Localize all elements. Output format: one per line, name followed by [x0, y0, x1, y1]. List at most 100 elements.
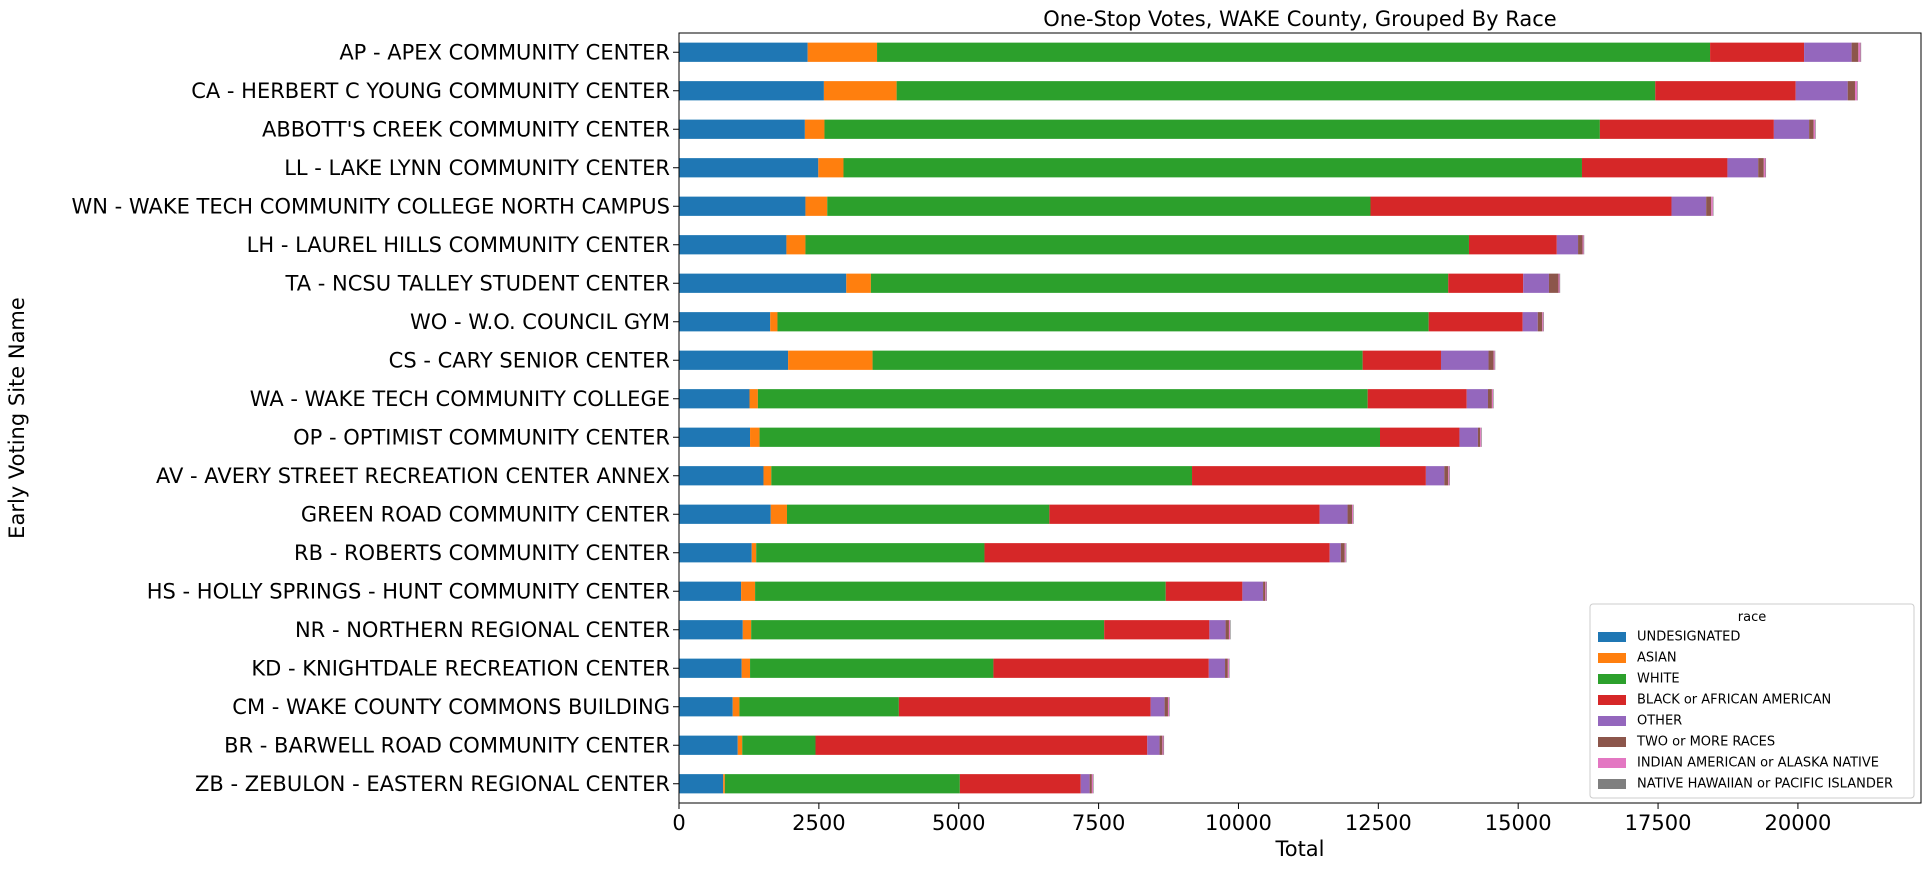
bar-segment-indian-american-or-alaska-native-14: [1265, 581, 1267, 601]
bar-segment-white-1: [896, 81, 1656, 101]
category-label-15: NR - NORTHERN REGIONAL CENTER: [295, 618, 670, 642]
bar-segment-white-10: [759, 427, 1381, 447]
bar-segment-two-or-more-races-3: [1758, 158, 1764, 178]
legend-label-undesignated: UNDESIGNATED: [1637, 630, 1740, 645]
bar-segment-two-or-more-races-1: [1847, 81, 1855, 101]
bar-segment-undesignated-7: [679, 312, 771, 332]
legend-label-asian: ASIAN: [1637, 651, 1677, 666]
category-label-18: BR - BARWELL ROAD COMMUNITY CENTER: [224, 733, 670, 757]
bar-segment-other-2: [1773, 119, 1810, 139]
x-tick-label-2: 5000: [932, 811, 985, 835]
category-label-17: CM - WAKE COUNTY COMMONS BUILDING: [232, 695, 670, 719]
bar-segment-asian-1: [823, 81, 897, 101]
bar-segment-undesignated-6: [679, 273, 847, 293]
bar-segment-two-or-more-races-10: [1477, 427, 1481, 447]
bar-segment-native-hawaiian-or-pacific-islander-19: [1093, 774, 1094, 794]
bar-segment-undesignated-11: [679, 466, 764, 486]
x-tick-label-8: 20000: [1765, 811, 1832, 835]
bar-segment-undesignated-8: [679, 350, 789, 370]
bar-segment-indian-american-or-alaska-native-9: [1491, 389, 1494, 409]
bar-segment-indian-american-or-alaska-native-11: [1448, 466, 1450, 486]
bar-segment-native-hawaiian-or-pacific-islander-18: [1163, 735, 1165, 755]
category-label-1: CA - HERBERT C YOUNG COMMUNITY CENTER: [191, 79, 670, 103]
bar-segment-undesignated-12: [679, 504, 771, 524]
bar-segment-indian-american-or-alaska-native-4: [1711, 196, 1713, 216]
legend-title: race: [1738, 610, 1766, 625]
bar-segment-other-0: [1804, 42, 1852, 62]
bar-segment-white-8: [872, 350, 1363, 370]
bar-segment-native-hawaiian-or-pacific-islander-16: [1228, 658, 1230, 678]
bar-segment-native-hawaiian-or-pacific-islander-5: [1583, 235, 1585, 255]
bar-segment-other-4: [1671, 196, 1707, 216]
legend-items: UNDESIGNATED ASIAN WHITE BLACK or AFRICAN A…: [1598, 630, 1893, 792]
bar-segment-asian-15: [742, 620, 752, 640]
bar-segment-other-6: [1523, 273, 1549, 293]
bar-segment-white-3: [843, 158, 1582, 178]
bar-segment-undesignated-14: [679, 581, 742, 601]
bar-segment-black-or-african-american-8: [1362, 350, 1441, 370]
bar-segment-undesignated-13: [679, 543, 752, 563]
bar-segment-white-6: [870, 273, 1449, 293]
bar-segment-asian-17: [732, 697, 740, 717]
chart-title: One-Stop Votes, WAKE County, Grouped By …: [1043, 7, 1556, 31]
bar-segment-asian-0: [807, 42, 878, 62]
bar-segment-other-9: [1466, 389, 1488, 409]
bars-group: [679, 42, 1862, 794]
legend-frame: [1589, 603, 1915, 799]
bar-segment-black-or-african-american-1: [1655, 81, 1796, 101]
bar-segment-other-8: [1440, 350, 1489, 370]
bar-segment-undesignated-0: [679, 42, 808, 62]
bar-segment-indian-american-or-alaska-native-3: [1763, 158, 1766, 178]
bar-segment-asian-11: [763, 466, 772, 486]
legend-label-white: WHITE: [1637, 672, 1680, 687]
bar-segment-asian-13: [751, 543, 757, 563]
bar-segment-black-or-african-american-17: [898, 697, 1151, 717]
category-label-3: LL - LAKE LYNN COMMUNITY CENTER: [284, 156, 670, 180]
legend-swatch-black-or-african-american: [1598, 695, 1626, 705]
bar-segment-other-17: [1150, 697, 1165, 717]
bar-segment-indian-american-or-alaska-native-1: [1854, 81, 1858, 101]
category-label-14: HS - HOLLY SPRINGS - HUNT COMMUNITY CENT…: [147, 579, 670, 603]
bar-segment-indian-american-or-alaska-native-10: [1480, 427, 1482, 447]
bar-segment-undesignated-5: [679, 235, 787, 255]
category-label-12: GREEN ROAD COMMUNITY CENTER: [301, 502, 670, 526]
bar-segment-white-19: [724, 774, 960, 794]
bar-segment-indian-american-or-alaska-native-12: [1352, 504, 1354, 524]
legend-swatch-undesignated: [1598, 632, 1626, 642]
bar-segment-white-11: [771, 466, 1193, 486]
bar-segment-two-or-more-races-14: [1263, 581, 1266, 601]
category-label-7: WO - W.O. COUNCIL GYM: [410, 310, 670, 334]
bar-segment-undesignated-3: [679, 158, 819, 178]
bar-segment-undesignated-16: [679, 658, 742, 678]
bar-segment-two-or-more-races-18: [1159, 735, 1163, 755]
bar-segment-two-or-more-races-9: [1487, 389, 1492, 409]
bar-segment-black-or-african-american-14: [1165, 581, 1243, 601]
bar-segment-indian-american-or-alaska-native-19: [1091, 774, 1093, 794]
bar-segment-white-18: [742, 735, 816, 755]
bar-segment-other-13: [1329, 543, 1341, 563]
bar-segment-asian-3: [818, 158, 844, 178]
legend-label-two-or-more-races: TWO or MORE RACES: [1636, 735, 1775, 750]
legend-swatch-indian-american-or-alaska-native: [1598, 758, 1626, 768]
bar-segment-asian-5: [786, 235, 806, 255]
bar-segment-white-12: [786, 504, 1050, 524]
bar-segment-native-hawaiian-or-pacific-islander-10: [1481, 427, 1482, 447]
bar-segment-black-or-african-american-2: [1599, 119, 1774, 139]
bar-segment-other-16: [1208, 658, 1226, 678]
x-tick-label-0: 0: [672, 811, 685, 835]
bar-segment-indian-american-or-alaska-native-18: [1162, 735, 1164, 755]
bar-segment-other-12: [1319, 504, 1348, 524]
bar-segment-undesignated-18: [679, 735, 738, 755]
x-tick-label-3: 7500: [1072, 811, 1125, 835]
bar-segment-undesignated-4: [679, 196, 806, 216]
legend-swatch-native-hawaiian-or-pacific-islander: [1598, 779, 1626, 789]
bar-segment-asian-19: [723, 774, 725, 794]
bar-segment-native-hawaiian-or-pacific-islander-1: [1857, 81, 1858, 101]
y-axis-label: Early Voting Site Name: [5, 297, 29, 539]
bar-segment-native-hawaiian-or-pacific-islander-6: [1559, 273, 1561, 293]
bar-segment-indian-american-or-alaska-native-17: [1167, 697, 1170, 717]
category-label-6: TA - NCSU TALLEY STUDENT CENTER: [285, 271, 670, 295]
legend-swatch-two-or-more-races: [1598, 737, 1626, 747]
bar-segment-asian-4: [805, 196, 828, 216]
